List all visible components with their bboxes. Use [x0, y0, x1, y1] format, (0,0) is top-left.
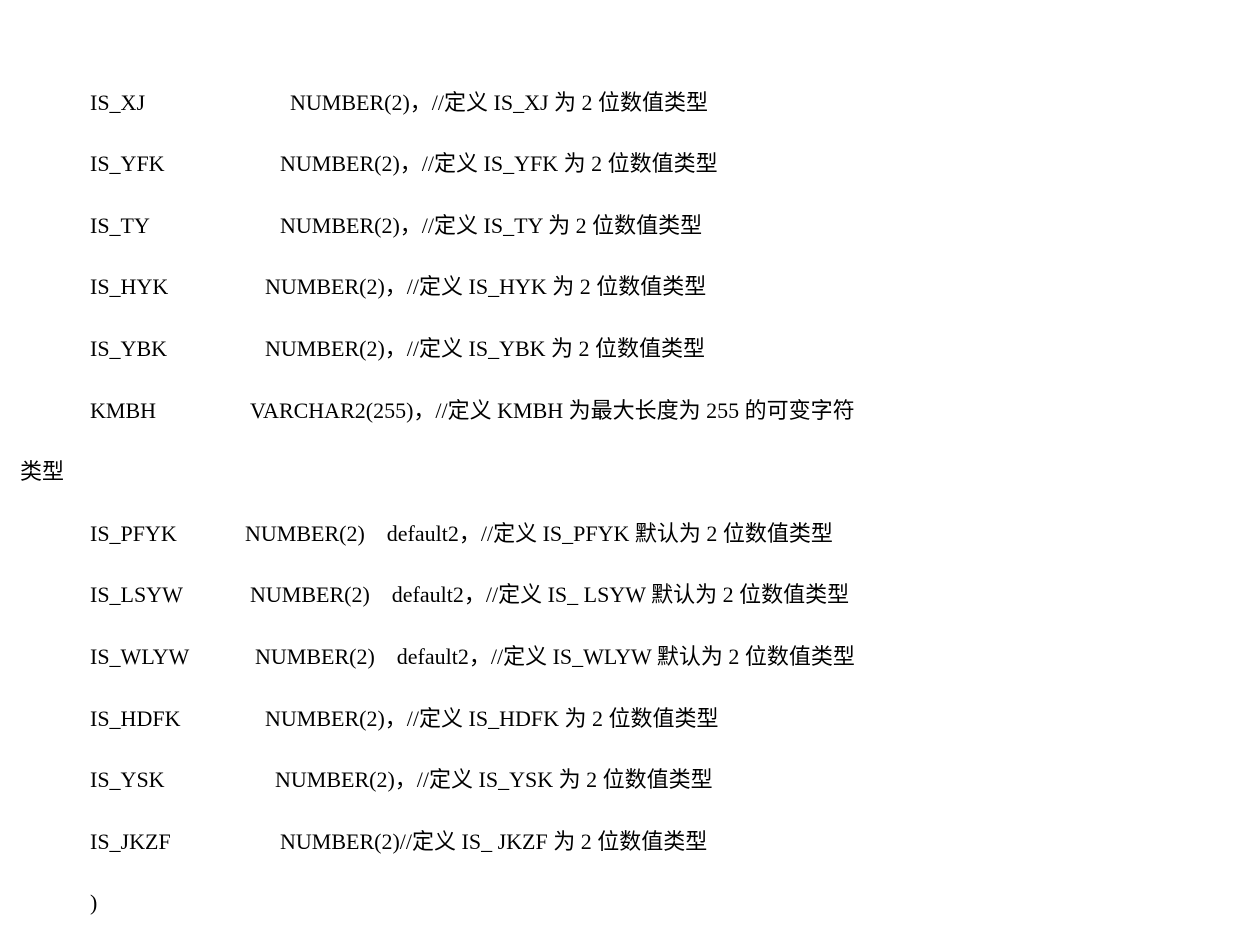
column-type: NUMBER(2)	[280, 811, 400, 873]
code-line: IS_HDFKNUMBER(2)，//定义 IS_HDFK 为 2 位数值类型	[20, 688, 1220, 750]
column-name: IS_YBK	[90, 318, 265, 380]
column-type: NUMBER(2)，	[265, 688, 407, 750]
code-line: IS_JKZFNUMBER(2) //定义 IS_ JKZF 为 2 位数值类型	[20, 811, 1220, 873]
code-line: IS_YBKNUMBER(2)，//定义 IS_YBK 为 2 位数值类型	[20, 318, 1220, 380]
column-type: NUMBER(2)，	[275, 749, 417, 811]
comment: //定义 KMBH 为最大长度为 255 的可变字符	[435, 398, 854, 423]
column-name: IS_LSYW	[90, 564, 250, 626]
column-name: IS_YSK	[90, 749, 275, 811]
column-type: NUMBER(2) default2，	[250, 564, 486, 626]
code-line: IS_WLYWNUMBER(2) default2，//定义 IS_WLYW 默…	[20, 626, 1220, 688]
column-name: IS_PFYK	[90, 503, 245, 565]
comment: //定义 IS_HDFK 为 2 位数值类型	[407, 706, 719, 731]
comment: //定义 IS_YFK 为 2 位数值类型	[422, 151, 718, 176]
column-name: IS_JKZF	[90, 811, 280, 873]
code-line: IS_PFYKNUMBER(2) default2，//定义 IS_PFYK 默…	[20, 503, 1220, 565]
comment: //定义 IS_WLYW 默认为 2 位数值类型	[491, 644, 855, 669]
column-type: NUMBER(2)，	[280, 133, 422, 195]
code-line: IS_HYKNUMBER(2)，//定义 IS_HYK 为 2 位数值类型	[20, 256, 1220, 318]
column-type: VARCHAR2(255)，	[250, 380, 435, 442]
code-line-wrap: 类型	[20, 441, 1220, 503]
code-line: IS_TYNUMBER(2)，//定义 IS_TY 为 2 位数值类型	[20, 195, 1220, 257]
comment: //定义 IS_ JKZF 为 2 位数值类型	[400, 829, 707, 854]
comment: //定义 IS_YBK 为 2 位数值类型	[407, 336, 705, 361]
column-type: NUMBER(2)，	[265, 256, 407, 318]
column-type: NUMBER(2)，	[265, 318, 407, 380]
code-line: IS_YFKNUMBER(2)，//定义 IS_YFK 为 2 位数值类型	[20, 133, 1220, 195]
comment: //定义 IS_HYK 为 2 位数值类型	[407, 274, 706, 299]
code-line: )	[20, 872, 1220, 934]
column-name: )	[90, 872, 97, 934]
column-name: IS_YFK	[90, 133, 280, 195]
code-line: IS_LSYWNUMBER(2) default2，//定义 IS_ LSYW …	[20, 564, 1220, 626]
code-line: IS_YSKNUMBER(2)，//定义 IS_YSK 为 2 位数值类型	[20, 749, 1220, 811]
column-type: NUMBER(2)，	[280, 195, 422, 257]
comment: //定义 IS_ LSYW 默认为 2 位数值类型	[486, 582, 849, 607]
comment: //定义 IS_YSK 为 2 位数值类型	[417, 767, 713, 792]
code-block: IS_XJNUMBER(2)，//定义 IS_XJ 为 2 位数值类型IS_YF…	[20, 10, 1220, 934]
column-name: IS_HYK	[90, 256, 265, 318]
column-type: NUMBER(2)，	[290, 72, 432, 134]
column-name: IS_TY	[90, 195, 280, 257]
comment: //定义 IS_XJ 为 2 位数值类型	[432, 90, 708, 115]
code-line: KMBHVARCHAR2(255)，//定义 KMBH 为最大长度为 255 的…	[20, 380, 1220, 442]
comment: //定义 IS_TY 为 2 位数值类型	[422, 213, 702, 238]
code-line: IS_XJNUMBER(2)，//定义 IS_XJ 为 2 位数值类型	[20, 72, 1220, 134]
column-name: IS_HDFK	[90, 688, 265, 750]
column-name: IS_XJ	[90, 72, 290, 134]
column-type: NUMBER(2) default2，	[255, 626, 491, 688]
comment: //定义 IS_PFYK 默认为 2 位数值类型	[481, 521, 833, 546]
column-type: NUMBER(2) default2，	[245, 503, 481, 565]
column-name: IS_WLYW	[90, 626, 255, 688]
column-name: KMBH	[90, 380, 250, 442]
